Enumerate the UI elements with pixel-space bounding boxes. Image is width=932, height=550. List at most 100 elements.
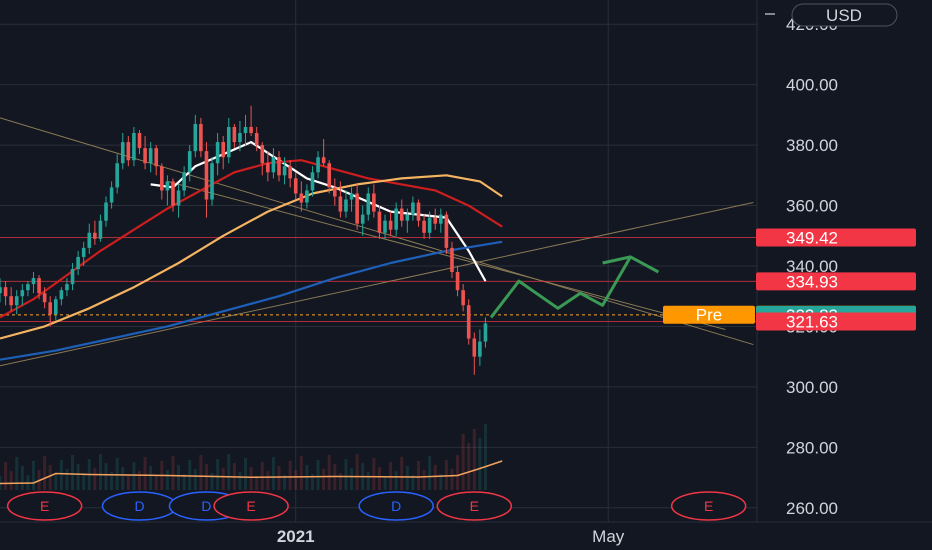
candle bbox=[199, 117, 203, 158]
candle bbox=[54, 296, 58, 321]
candle-body bbox=[288, 166, 292, 179]
candle-body bbox=[277, 157, 281, 176]
price-tag: 321.63 bbox=[756, 312, 916, 332]
earnings-marker[interactable]: E bbox=[6, 491, 83, 521]
event-marker-label: E bbox=[704, 498, 713, 514]
y-tick-label: 340.00 bbox=[786, 257, 838, 276]
earnings-marker[interactable]: E bbox=[670, 491, 747, 521]
volume-average-line bbox=[0, 460, 503, 485]
candle bbox=[427, 211, 432, 239]
volume-bar bbox=[216, 459, 220, 490]
candle bbox=[176, 184, 181, 218]
candle-body bbox=[132, 133, 136, 161]
volume-bar bbox=[115, 458, 119, 490]
candle bbox=[3, 281, 8, 306]
candle-body bbox=[271, 157, 276, 173]
candle-body bbox=[349, 193, 354, 200]
candle bbox=[160, 163, 164, 200]
volume-bar bbox=[177, 465, 181, 490]
volume-bar bbox=[132, 462, 136, 490]
volume-bar bbox=[456, 455, 460, 490]
candle bbox=[360, 205, 365, 236]
candle-body bbox=[199, 123, 203, 152]
candle bbox=[333, 178, 337, 206]
candle-body bbox=[226, 126, 231, 158]
candle-body bbox=[93, 232, 97, 239]
volume-bar bbox=[338, 473, 342, 490]
volume-bar bbox=[143, 457, 147, 490]
candle bbox=[70, 262, 75, 291]
candle-body bbox=[104, 202, 108, 221]
volume-bar bbox=[121, 467, 125, 490]
candle-body bbox=[126, 142, 131, 161]
candle bbox=[444, 211, 449, 254]
volume-bar bbox=[277, 466, 281, 490]
volume-bar bbox=[266, 471, 270, 490]
volume-bar bbox=[193, 469, 197, 490]
volume-bar bbox=[43, 456, 47, 490]
candle-body bbox=[76, 256, 80, 270]
price-tag: 349.42 bbox=[756, 228, 916, 248]
candle bbox=[137, 130, 142, 155]
candle-body bbox=[310, 172, 315, 191]
candle-body bbox=[483, 323, 488, 342]
candle-body bbox=[42, 293, 47, 303]
earnings-marker[interactable]: E bbox=[213, 491, 289, 521]
candle bbox=[472, 332, 477, 375]
candle-body bbox=[249, 126, 253, 134]
candle bbox=[93, 220, 97, 245]
volume-bar bbox=[199, 455, 203, 490]
candle-body bbox=[299, 193, 304, 203]
candle-body bbox=[355, 193, 359, 224]
volume-bar bbox=[59, 460, 63, 490]
candle-body bbox=[450, 247, 454, 273]
candle-body bbox=[160, 166, 164, 191]
volume-bar bbox=[126, 476, 130, 490]
candle-body bbox=[115, 163, 119, 188]
volume-bar bbox=[400, 457, 404, 490]
volume-bar bbox=[48, 465, 52, 490]
candle-body bbox=[81, 247, 86, 257]
candle bbox=[344, 190, 348, 218]
price-tag-bg bbox=[756, 312, 916, 331]
currency-button[interactable]: USD bbox=[791, 3, 898, 27]
candle-body bbox=[388, 220, 393, 230]
volume-bar bbox=[483, 424, 487, 490]
event-marker-label: E bbox=[470, 498, 479, 514]
candle-body bbox=[411, 202, 415, 215]
volume-bar bbox=[366, 472, 370, 490]
candle-body bbox=[321, 157, 326, 164]
price-tag-value: 334.93 bbox=[786, 272, 838, 291]
candle bbox=[305, 184, 309, 209]
candle-body bbox=[444, 214, 449, 248]
moving-average-2 bbox=[0, 174, 503, 340]
candle bbox=[210, 157, 214, 206]
candle bbox=[154, 145, 159, 176]
candle-body bbox=[210, 163, 214, 200]
candle bbox=[171, 178, 175, 212]
candle-body bbox=[37, 278, 41, 294]
candle bbox=[260, 142, 265, 176]
candle bbox=[483, 317, 488, 348]
candle-body bbox=[305, 190, 309, 203]
earnings-marker[interactable]: E bbox=[436, 491, 513, 521]
dividend-marker[interactable]: D bbox=[358, 491, 434, 521]
candle bbox=[87, 223, 92, 254]
volume-bar bbox=[389, 462, 393, 490]
volume-bar bbox=[394, 471, 398, 490]
candle bbox=[316, 151, 320, 179]
candle-body bbox=[221, 142, 225, 158]
candle-body bbox=[416, 202, 421, 221]
candle bbox=[394, 202, 398, 236]
dividend-marker[interactable]: D bbox=[101, 491, 178, 521]
volume-bar bbox=[71, 455, 75, 490]
price-tag: 334.93 bbox=[756, 272, 916, 291]
candle bbox=[193, 114, 198, 158]
candle bbox=[405, 208, 410, 233]
candle bbox=[383, 214, 387, 239]
candle bbox=[310, 166, 315, 197]
candle bbox=[416, 199, 421, 227]
